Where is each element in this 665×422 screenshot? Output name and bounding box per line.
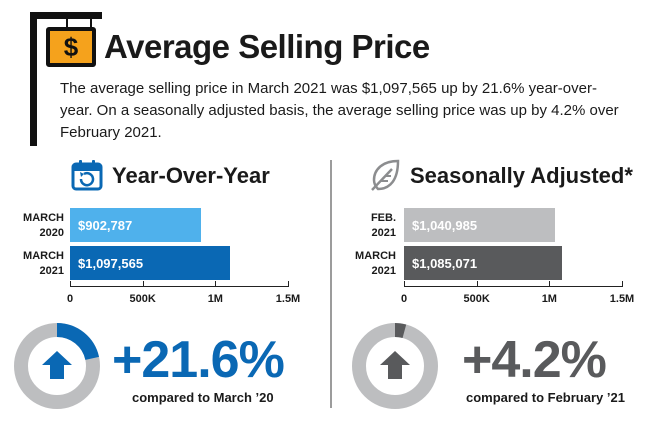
x-axis-tick	[142, 281, 144, 287]
x-tick-label: 500K	[129, 293, 156, 305]
dollar-sign-icon: $	[46, 27, 96, 67]
signpost-hook	[66, 19, 68, 27]
calendar-refresh-icon	[70, 158, 104, 192]
x-axis-tick	[622, 281, 623, 287]
ring-progress	[56, 323, 100, 361]
ring-progress	[394, 323, 407, 339]
bar-value-label: $1,085,071	[412, 255, 478, 271]
yoy-change: +21.6%	[112, 331, 285, 389]
leaf-icon	[368, 158, 404, 192]
bar: $1,085,071	[404, 246, 562, 280]
x-tick-label: 500K	[463, 293, 490, 305]
bar-value-label: $902,787	[78, 217, 133, 233]
bar-category-label: MARCH 2020	[23, 212, 64, 239]
bar-category-label: FEB. 2021	[370, 212, 396, 239]
x-axis-tick	[404, 281, 405, 287]
page-title: Average Selling Price	[104, 28, 430, 65]
x-axis-tick	[549, 281, 551, 287]
x-axis-tick	[476, 281, 478, 287]
bar-value-label: $1,040,985	[412, 217, 478, 233]
x-axis-line	[70, 286, 288, 287]
sa-title: Seasonally Adjusted*	[410, 163, 633, 188]
section-divider	[330, 160, 332, 408]
up-arrow-icon	[380, 351, 410, 379]
x-tick-label: 1M	[207, 293, 223, 305]
bar: $902,787	[70, 208, 202, 242]
x-axis-tick	[288, 281, 289, 287]
bar: $1,097,565	[70, 246, 230, 280]
yoy-progress-ring	[14, 323, 100, 409]
bar-category-label: MARCH 2021	[23, 250, 64, 277]
bar: $1,040,985	[404, 208, 556, 242]
yoy-title: Year-Over-Year	[112, 163, 270, 188]
bar-category-label: MARCH 2021	[355, 250, 396, 277]
up-arrow-icon	[42, 351, 72, 379]
x-tick-label: 1.5M	[609, 293, 635, 305]
yoy-compared: compared to March ’20	[132, 390, 274, 405]
page-description: The average selling price in March 2021 …	[60, 80, 619, 141]
x-axis-tick	[70, 281, 71, 287]
x-tick-label: 0	[66, 293, 74, 305]
x-tick-label: 0	[400, 293, 408, 305]
sa-compared: compared to February ’21	[466, 390, 625, 405]
bar-value-label: $1,097,565	[78, 255, 144, 271]
signpost-arm	[30, 12, 102, 19]
signpost-hook	[90, 19, 92, 27]
x-tick-label: 1.5M	[275, 293, 301, 305]
x-axis-tick	[215, 281, 217, 287]
signpost-icon	[30, 12, 37, 146]
sa-progress-ring	[352, 323, 438, 409]
sa-change: +4.2%	[462, 331, 607, 389]
x-tick-label: 1M	[541, 293, 557, 305]
x-axis-line	[404, 286, 622, 287]
